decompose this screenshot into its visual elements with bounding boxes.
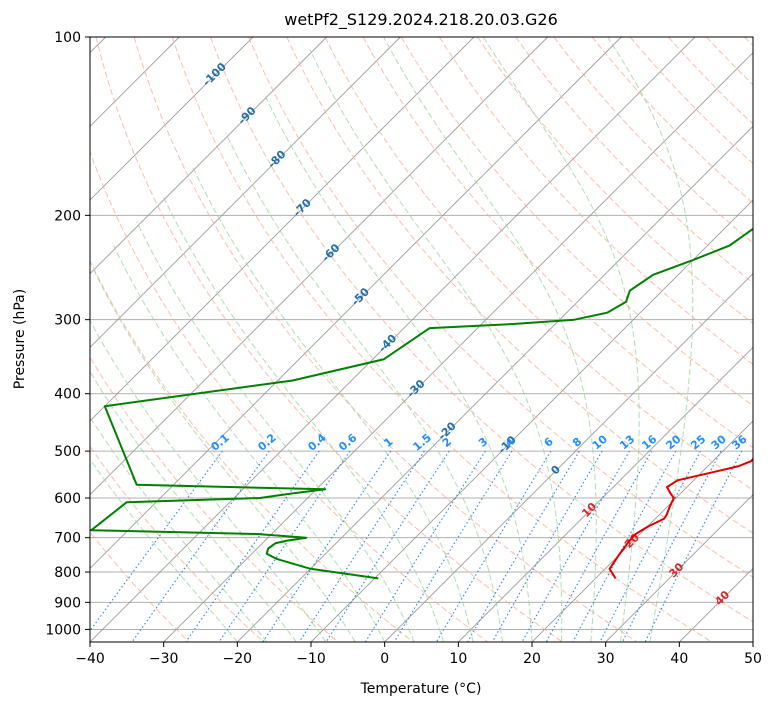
- y-tick-label: 1000: [45, 622, 81, 638]
- mixing-ratio-lines: [90, 450, 743, 642]
- x-axis-title: Temperature (°C): [360, 681, 482, 697]
- moist-adiabat-line: [264, 94, 533, 642]
- y-tick-label: 300: [54, 313, 81, 329]
- moist-adiabat-line: [607, 37, 694, 642]
- y-tick-label: 800: [54, 565, 81, 581]
- mixing-ratio-line: [545, 450, 653, 642]
- dry-adiabat-line: [90, 445, 264, 642]
- dry-adiabat-line: [95, 37, 563, 642]
- isotherm-line: [90, 37, 401, 348]
- mixing-ratio-line: [621, 450, 722, 642]
- moist-adiabat-line: [92, 267, 356, 642]
- moist-adiabat-line: [113, 245, 386, 642]
- dry-adiabat-line: [90, 356, 339, 642]
- moist-adiabat-line: [162, 195, 445, 642]
- y-tick-label: 200: [54, 208, 81, 224]
- moist-adiabat-line: [383, 37, 597, 642]
- y-axis-ticks: 1000 900 800 700 600 500 400 300 200 100: [45, 30, 90, 638]
- x-tick-label: −20: [223, 651, 253, 667]
- mixing-ratio-line: [467, 450, 580, 642]
- dry-adiabat-line: [362, 37, 753, 449]
- x-tick-label: −40: [75, 651, 105, 667]
- mixing-ratio-line: [393, 450, 513, 642]
- isotherm-line: [384, 273, 753, 642]
- mixing-ratio-line: [491, 450, 603, 642]
- pressure-gridlines: [90, 37, 753, 630]
- mixing-ratio-line: [364, 450, 486, 642]
- y-tick-label: 700: [54, 531, 81, 547]
- mixing-ratio-line: [435, 450, 552, 642]
- dry-adiabat-line: [210, 37, 753, 623]
- dry-adiabat-line: [591, 37, 753, 204]
- isotherm-line: [90, 37, 548, 496]
- moist-adiabat-line: [136, 221, 415, 642]
- x-tick-label: 50: [744, 651, 762, 667]
- plot-frame: [89, 36, 754, 643]
- y-tick-label: 500: [54, 444, 81, 460]
- moist-adiabat-line: [482, 37, 640, 642]
- x-tick-label: −30: [149, 651, 179, 667]
- isotherm-line: [90, 37, 622, 569]
- isotherm-line: [605, 494, 753, 642]
- dry-adiabat-line: [629, 37, 753, 165]
- isotherm-line: [90, 37, 696, 642]
- moist-adiabat-lines: [90, 37, 694, 642]
- dry-adiabat-line: [171, 37, 712, 642]
- chart-title: wetPf2_S129.2024.218.20.03.G26: [284, 10, 558, 30]
- mixing-ratio-line: [131, 450, 270, 642]
- isotherm-line: [90, 37, 327, 275]
- dry-adiabat-line: [438, 37, 753, 366]
- y-tick-label: 900: [54, 595, 81, 611]
- isotherm-line: [531, 420, 753, 642]
- y-tick-label: 100: [54, 30, 81, 46]
- dewpoint-profile: [90, 227, 753, 580]
- y-tick-label: 600: [54, 491, 81, 507]
- temperature-profile: [608, 457, 753, 579]
- dry-adiabat-line: [133, 37, 638, 642]
- mixing-ratio-line: [185, 450, 320, 642]
- x-tick-label: 10: [449, 651, 467, 667]
- moist-adiabat-line: [90, 458, 238, 642]
- x-tick-label: 0: [380, 651, 389, 667]
- moist-adiabat-line: [225, 132, 503, 642]
- x-tick-label: −10: [296, 651, 326, 667]
- x-tick-label: 40: [670, 651, 688, 667]
- dry-adiabat-line: [90, 531, 190, 642]
- x-axis-ticks: −40 −30 −20 −10 0 10 20 30 40 50: [75, 642, 762, 667]
- moist-adiabat-line: [90, 319, 327, 642]
- dry-adiabat-line: [400, 37, 753, 407]
- mixing-ratio-line: [521, 450, 630, 642]
- dry-adiabat-line: [90, 259, 414, 642]
- isotherm-line: [237, 125, 753, 642]
- mixing-ratio-line: [599, 450, 701, 642]
- isotherm-line: [310, 199, 753, 642]
- x-tick-label: 30: [597, 651, 615, 667]
- dry-adiabat-line: [477, 37, 753, 325]
- sounding-profiles: [90, 227, 753, 580]
- mixing-ratio-line: [572, 450, 677, 642]
- y-axis-title: Pressure (hPa): [12, 289, 28, 389]
- dry-adiabat-line: [248, 37, 753, 578]
- x-tick-label: 20: [523, 651, 541, 667]
- moist-adiabat-line: [191, 165, 474, 642]
- dry-adiabat-line: [515, 37, 753, 284]
- y-tick-label: 400: [54, 387, 81, 403]
- moist-adiabat-line: [309, 49, 563, 642]
- isotherm-line: [90, 37, 254, 201]
- isotherm-line: [90, 37, 475, 422]
- isotherm-line: [163, 52, 753, 642]
- mixing-ratio-line: [218, 450, 351, 642]
- dry-adiabat-lines: [90, 37, 753, 642]
